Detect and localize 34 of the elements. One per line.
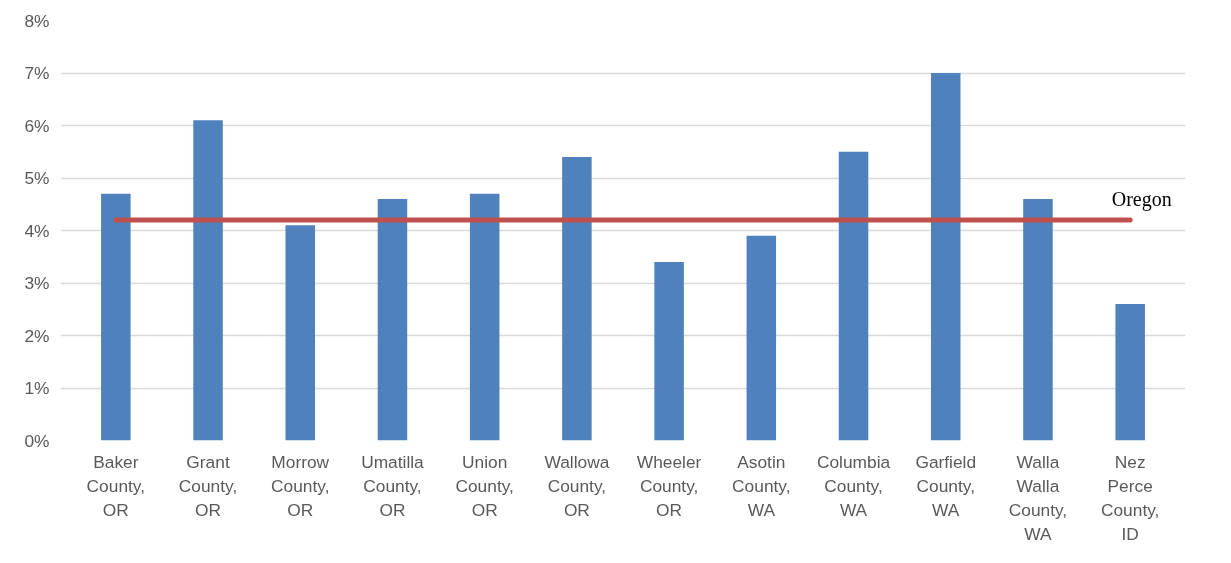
y-tick-label: 4% bbox=[24, 220, 50, 241]
bar bbox=[746, 235, 777, 441]
x-tick-label: Wheeler County, OR bbox=[636, 451, 702, 520]
bar bbox=[285, 225, 316, 441]
y-tick-label: 0% bbox=[24, 430, 50, 451]
x-tick-label: Union County, OR bbox=[455, 451, 514, 520]
bar bbox=[654, 262, 684, 441]
x-tick-label: Baker County, OR bbox=[86, 451, 146, 520]
ref-line-label: Oregon bbox=[1111, 188, 1172, 211]
y-tick-label: 5% bbox=[24, 168, 50, 188]
x-tick-label: Nez Perce County, ID bbox=[1100, 451, 1160, 544]
x-tick-label: Umatilla County, OR bbox=[361, 451, 425, 520]
x-tick-label: Walla Walla County, WA bbox=[1008, 451, 1068, 544]
x-tick-label: Asotin County, WA bbox=[732, 451, 791, 520]
bar bbox=[1115, 304, 1145, 441]
bar bbox=[930, 73, 961, 441]
y-tick-label: 7% bbox=[24, 63, 50, 83]
bar bbox=[838, 151, 869, 441]
y-tick-label: 8% bbox=[24, 10, 50, 31]
bar bbox=[1023, 199, 1053, 441]
bar bbox=[562, 157, 592, 441]
bar bbox=[193, 120, 223, 441]
bar bbox=[101, 193, 131, 441]
x-tick-label: Columbia County, WA bbox=[816, 451, 891, 520]
y-tick-label: 1% bbox=[24, 378, 50, 398]
x-tick-label: Grant County, OR bbox=[178, 451, 238, 520]
bar bbox=[469, 193, 500, 441]
y-tick-label: 6% bbox=[24, 115, 50, 136]
y-tick-label: 2% bbox=[24, 325, 50, 346]
x-tick-label: Wallowa County, OR bbox=[544, 451, 610, 520]
bar bbox=[377, 199, 408, 441]
y-tick-label: 3% bbox=[24, 273, 50, 293]
x-tick-label: Morrow County, OR bbox=[271, 451, 330, 520]
x-tick-label: Garfield County, WA bbox=[915, 451, 977, 520]
